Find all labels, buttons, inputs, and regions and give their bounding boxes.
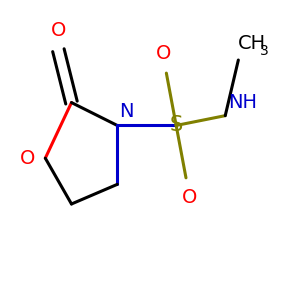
Text: O: O xyxy=(155,44,171,63)
Text: O: O xyxy=(182,188,197,207)
Text: 3: 3 xyxy=(260,44,268,58)
Text: O: O xyxy=(20,149,35,168)
Text: N: N xyxy=(119,102,134,121)
Text: NH: NH xyxy=(229,93,257,112)
Text: S: S xyxy=(169,116,183,136)
Text: O: O xyxy=(51,21,66,40)
Text: CH: CH xyxy=(238,34,266,53)
